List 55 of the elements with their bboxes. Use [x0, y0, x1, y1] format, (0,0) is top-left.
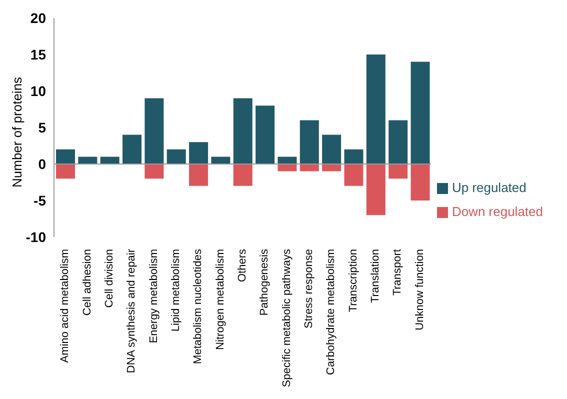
bar	[410, 62, 430, 164]
legend-label: Down regulated	[452, 204, 543, 218]
bar	[344, 164, 364, 186]
y-tick-label: 15	[30, 46, 46, 62]
bar	[56, 164, 75, 179]
bar	[233, 98, 252, 164]
y-tick-label: 20	[30, 10, 46, 26]
y-tick-label: 0	[38, 156, 46, 172]
x-tick-label: Others	[236, 248, 248, 282]
bar	[233, 164, 252, 186]
y-tick-label: 5	[38, 119, 46, 136]
y-tick-label: -10	[26, 228, 46, 245]
bar	[322, 164, 342, 172]
bar	[366, 54, 386, 164]
bar	[410, 164, 430, 200]
bar	[56, 149, 75, 164]
x-tick-label: DNA synthesis and repair	[126, 248, 138, 374]
x-tick-label: Stress response	[302, 249, 315, 328]
bar	[189, 164, 208, 186]
bar	[366, 164, 386, 216]
x-tick-label: Cell adhesion	[81, 249, 94, 316]
legend-label: Up regulated	[452, 180, 526, 194]
bar	[78, 156, 98, 164]
x-tick-label: Lipid metabolism	[170, 249, 182, 332]
x-tick-label: Translation	[370, 249, 382, 304]
bar	[211, 156, 230, 164]
bar	[144, 164, 164, 179]
bar	[388, 120, 408, 164]
x-tick-label: Pathogenesis	[258, 248, 271, 316]
x-tick-label: Unknow function	[414, 249, 426, 330]
bar	[388, 164, 408, 179]
bar	[300, 164, 319, 172]
x-tick-label: Specific metabolic pathways	[280, 248, 293, 388]
x-tick-label: Metabolism nucleotides	[192, 248, 204, 364]
y-tick-label: -5	[34, 192, 46, 208]
x-tick-label: Energy metabolism	[148, 249, 160, 344]
x-tick-label: Transcription	[347, 249, 360, 312]
bar	[100, 156, 120, 164]
bar	[322, 134, 342, 164]
bar	[278, 164, 297, 172]
y-axis-title: Number of proteins	[10, 76, 25, 188]
x-tick-label: Cell division	[103, 249, 116, 308]
x-tick-label: Nitrogen metabolism	[214, 249, 226, 350]
bar	[122, 134, 142, 164]
x-tick-label: Amino acid metabolism	[59, 249, 72, 363]
x-tick-label: Transport	[392, 249, 404, 296]
bar	[166, 149, 186, 164]
bar	[144, 98, 164, 164]
bar	[344, 149, 364, 164]
bar	[189, 142, 208, 164]
bar	[256, 106, 275, 164]
bar	[300, 120, 319, 164]
bar	[278, 156, 297, 164]
y-tick-label: 10	[30, 82, 46, 99]
x-tick-label: Carbohydrate metabolism	[325, 249, 338, 375]
